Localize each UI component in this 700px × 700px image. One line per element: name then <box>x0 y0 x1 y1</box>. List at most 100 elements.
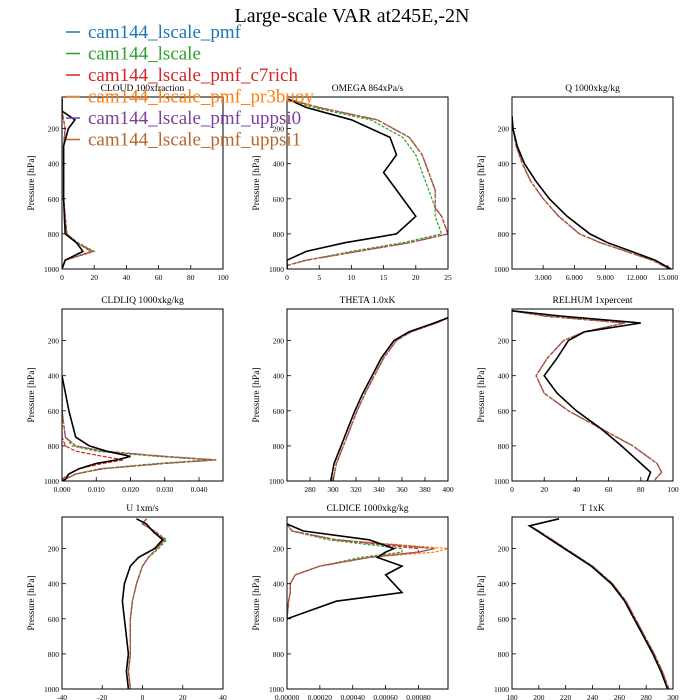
x-tick-label: 15.000 <box>657 273 678 282</box>
x-tick-label: 200 <box>533 693 545 700</box>
x-tick-label: 100 <box>667 485 679 494</box>
y-tick-label: 200 <box>48 337 60 346</box>
x-tick-label: 100 <box>217 273 229 282</box>
series-line-cam144-lscale-pmf <box>287 98 448 269</box>
series-line-cam144-lscale-pmf-uppsi1 <box>62 375 217 481</box>
panel-q-1000xkg-kg: 3.000 6.000 9.000 12.000 15.000 200 400 600 800 1… <box>477 84 678 282</box>
x-tick-label: 0 <box>141 693 145 700</box>
series-line-cam144-lscale-pmf <box>527 518 670 689</box>
y-tick-label: 400 <box>273 580 285 589</box>
y-axis-label: Pressure [hPa] <box>252 575 262 630</box>
series-group <box>512 310 663 481</box>
x-tick-label: 12.000 <box>626 273 647 282</box>
series-line-cam144-lscale-pmf <box>332 317 448 481</box>
y-tick-label: 200 <box>48 125 60 134</box>
x-tick-label: 280 <box>304 485 316 494</box>
panel-title: OMEGA 864xPa/s <box>332 84 404 94</box>
series-line-cam144-lscale-pmf <box>512 116 671 269</box>
y-axis-label: Pressure [hPa] <box>252 155 262 210</box>
y-axis-label: Pressure [hPa] <box>477 575 487 630</box>
series-line-observations <box>512 310 652 481</box>
series-line-cam144-lscale-pmf-c7rich <box>287 98 448 269</box>
series-line-observations <box>287 98 417 269</box>
series-line-cam144-lscale <box>332 317 448 481</box>
y-tick-label: 200 <box>273 125 285 134</box>
series-line-cam144-lscale <box>527 518 670 689</box>
series-line-cam144-lscale-pmf-c7rich <box>332 317 448 481</box>
y-tick-label: 1000 <box>494 685 509 694</box>
x-tick-label: 5 <box>317 273 321 282</box>
x-tick-label: 80 <box>637 485 645 494</box>
series-line-cam144-lscale-pmf-uppsi1 <box>127 518 166 689</box>
y-tick-label: 800 <box>273 442 285 451</box>
y-tick-label: 800 <box>48 230 60 239</box>
series-group <box>512 116 672 269</box>
x-tick-label: 280 <box>641 693 653 700</box>
plot-frame <box>61 308 224 482</box>
x-tick-label: 380 <box>419 485 431 494</box>
series-line-cam144-lscale-pmf-c7rich <box>512 116 671 269</box>
legend-entry-cam144-lscale-pmf-uppsi0: cam144_lscale_pmf_uppsi0 <box>66 108 301 129</box>
x-tick-label: 20 <box>90 273 98 282</box>
series-group <box>287 523 448 620</box>
series-line-cam144-lscale <box>287 98 443 269</box>
x-tick-label: 0.00000 <box>275 693 300 700</box>
y-tick-label: 1000 <box>269 265 284 274</box>
panel-title: U 1xm/s <box>126 504 159 514</box>
y-tick-label: 200 <box>273 337 285 346</box>
panel-relhum-1xpercent: 0 20 40 60 80 100 200 400 600 800 1000 Pressure [hP… <box>477 296 679 494</box>
series-line-cam144-lscale <box>512 310 663 481</box>
series-line-cam144-lscale-pmf-uppsi1 <box>287 98 448 269</box>
x-tick-label: 0.000 <box>54 485 71 494</box>
series-line-cam144-lscale-pmf-pr3buoy <box>287 98 448 269</box>
legend-entry-cam144-lscale-pmf-uppsi1: cam144_lscale_pmf_uppsi1 <box>66 130 301 151</box>
x-tick-label: 40 <box>123 273 131 282</box>
legend-entry-cam144-lscale-pmf-c7rich: cam144_lscale_pmf_c7rich <box>66 65 298 86</box>
x-tick-label: 10 <box>348 273 356 282</box>
legend-entry-cam144-lscale: cam144_lscale <box>66 44 201 65</box>
figure-title: Large-scale VAR at245E,-2N <box>235 5 470 27</box>
legend-label: cam144_lscale <box>88 44 201 65</box>
series-group <box>121 518 168 689</box>
series-line-observations <box>62 375 131 481</box>
panel-theta-1-0xk: 280 300 320 340 360 380 400 200 400 600 800 1000 Pre… <box>252 296 454 494</box>
panel-title: T 1xK <box>580 504 605 514</box>
x-tick-label: 0.00040 <box>341 693 366 700</box>
x-tick-label: 320 <box>350 485 362 494</box>
y-tick-label: 400 <box>498 160 510 169</box>
y-tick-label: 1000 <box>494 265 509 274</box>
x-tick-label: 0.00080 <box>406 693 431 700</box>
series-line-cam144-lscale-pmf-pr3buoy <box>512 116 671 269</box>
x-tick-label: 15 <box>380 273 388 282</box>
y-tick-label: 1000 <box>269 477 284 486</box>
legend-entry-cam144-lscale-pmf: cam144_lscale_pmf <box>66 22 242 43</box>
x-tick-label: 240 <box>587 693 599 700</box>
panel-title: THETA 1.0xK <box>340 296 396 306</box>
series-line-cam144-lscale-pmf-uppsi1 <box>527 518 670 689</box>
panel-title: Q 1000xkg/kg <box>565 84 620 94</box>
y-tick-label: 1000 <box>494 477 509 486</box>
x-tick-label: 20 <box>540 485 548 494</box>
y-axis-label: Pressure [hPa] <box>27 367 37 422</box>
y-tick-label: 200 <box>498 337 510 346</box>
series-line-cam144-lscale-pmf-c7rich <box>512 310 663 481</box>
y-tick-label: 600 <box>273 615 285 624</box>
y-tick-label: 1000 <box>44 265 59 274</box>
panel-title: CLDICE 1000xkg/kg <box>326 504 408 514</box>
y-tick-label: 400 <box>498 372 510 381</box>
panel-title: CLOUD 100xfraction <box>101 83 185 94</box>
series-line-cam144-lscale-pmf-pr3buoy <box>332 317 448 481</box>
y-axis-label: Pressure [hPa] <box>477 155 487 210</box>
series-line-cam144-lscale-pmf-pr3buoy <box>527 518 670 689</box>
x-tick-label: 260 <box>614 693 626 700</box>
y-tick-label: 200 <box>498 125 510 134</box>
series-line-cam144-lscale-pmf-pr3buoy <box>512 310 663 481</box>
y-axis-label: Pressure [hPa] <box>27 155 37 210</box>
x-tick-label: 360 <box>396 485 408 494</box>
legend-label: cam144_lscale_pmf_uppsi1 <box>88 130 301 151</box>
legend-label: cam144_lscale_pmf <box>88 22 242 43</box>
series-line-observations <box>329 317 448 481</box>
y-axis-label: Pressure [hPa] <box>477 367 487 422</box>
series-line-cam144-lscale-pmf-uppsi0 <box>287 98 448 269</box>
